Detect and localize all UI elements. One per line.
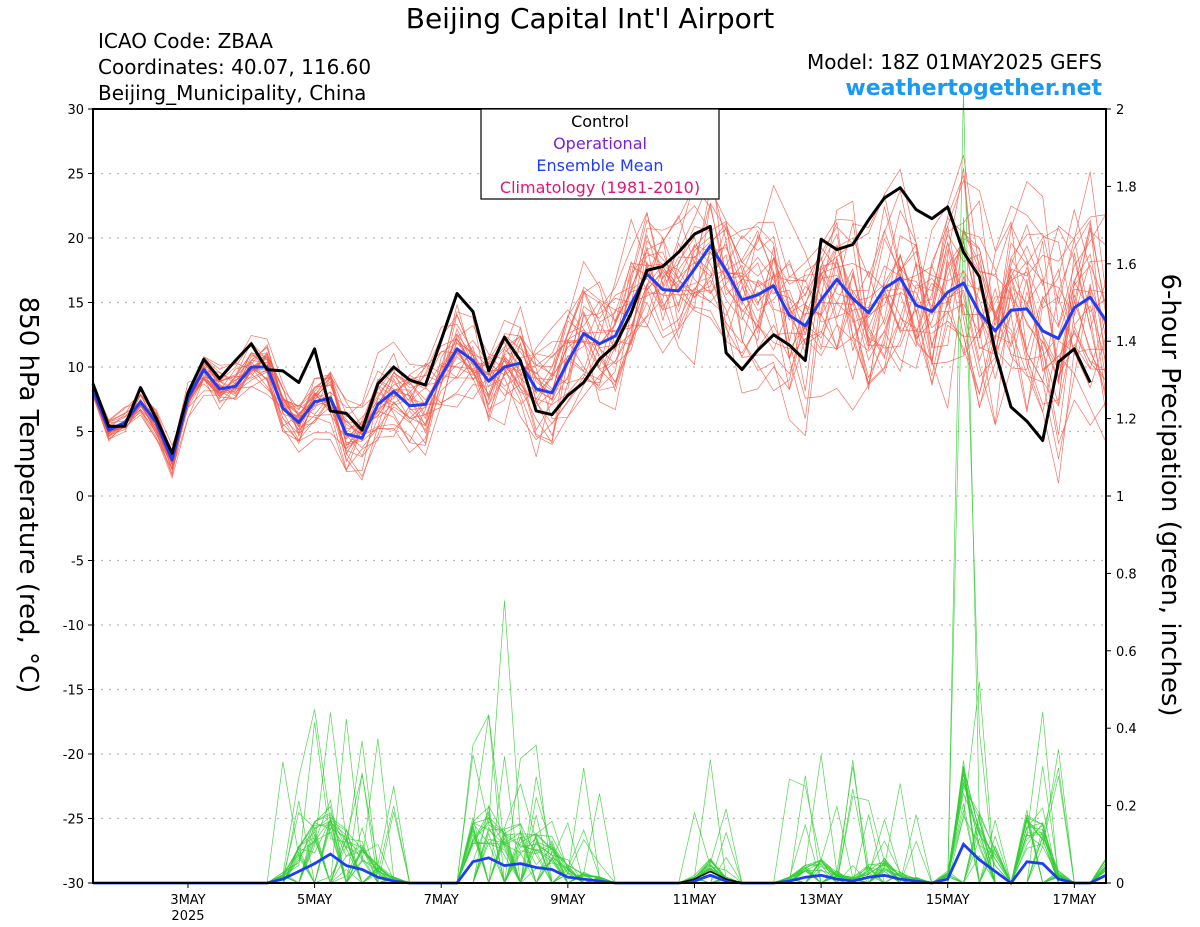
y-tick-label-left: 5 xyxy=(76,426,84,441)
y-tick-label-left: 20 xyxy=(67,232,84,247)
x-tick-label: 13MAY xyxy=(799,893,843,908)
temp-member-line xyxy=(92,155,1107,472)
ensemble-members xyxy=(92,153,1107,484)
control-temp-line xyxy=(91,186,1092,455)
temp-member-line xyxy=(92,209,1107,480)
y-tick-label-right: 0.8 xyxy=(1116,567,1137,582)
temp-member-line xyxy=(92,180,1107,463)
coordinates: Coordinates: 40.07, 116.60 xyxy=(98,55,372,79)
temp-member-line xyxy=(92,175,1107,466)
y-tick-label-right: 1.2 xyxy=(1116,413,1137,428)
y-tick-label-left: 0 xyxy=(76,490,84,505)
legend-climatology: Climatology (1981-2010) xyxy=(500,178,700,197)
grid-layer xyxy=(93,172,1106,820)
legend-control: Control xyxy=(571,112,629,131)
temp-member-line xyxy=(92,153,1107,472)
y-tick-label-right: 0.6 xyxy=(1116,645,1137,660)
legend-box xyxy=(480,108,720,200)
x-tick-label: 11MAY xyxy=(673,893,717,908)
precip-member-line xyxy=(93,817,1107,885)
precip-member-line xyxy=(93,722,1107,884)
y-tick-label-left: -5 xyxy=(71,555,84,570)
axis-layer: 302520151050-5-10-15-20-25-3021.81.61.41… xyxy=(63,103,1137,924)
x-tick-label: 3MAY xyxy=(170,893,205,908)
y-tick-label-left: 10 xyxy=(67,361,84,376)
temp-member-line xyxy=(92,233,1107,460)
region: Beijing_Municipality, China xyxy=(98,81,367,105)
y-tick-label-right: 1.8 xyxy=(1116,180,1137,195)
y-tick-label-right: 1.4 xyxy=(1116,335,1137,350)
y-tick-label-left: 30 xyxy=(67,103,84,118)
model-run: Model: 18Z 01MAY2025 GEFS xyxy=(807,50,1102,74)
temp-member-line xyxy=(92,171,1107,466)
precip-member-line xyxy=(93,718,1107,884)
temp-member-line xyxy=(92,219,1107,464)
site-link[interactable]: weathertogether.net xyxy=(845,76,1102,101)
temp-member-line xyxy=(92,203,1107,465)
x-tick-label: 17MAY xyxy=(1053,893,1097,908)
temp-member-line xyxy=(92,205,1107,447)
legend-ensemble-mean: Ensemble Mean xyxy=(536,156,663,175)
temp-member-line xyxy=(92,243,1107,467)
temp-member-line xyxy=(92,214,1107,469)
y-tick-label-right: 1 xyxy=(1116,490,1124,505)
temp-member-line xyxy=(92,193,1107,475)
y-tick-label-left: -30 xyxy=(63,877,84,892)
x-tick-label: 7MAY xyxy=(424,893,459,908)
y-tick-label-left: 15 xyxy=(67,297,84,312)
legend-operational: Operational xyxy=(553,134,647,153)
temp-member-line xyxy=(92,217,1107,461)
y-tick-label-right: 0.2 xyxy=(1116,800,1137,815)
y-tick-label-left: -25 xyxy=(63,813,84,828)
temp-member-line xyxy=(92,180,1107,481)
y-tick-label-right: 0.4 xyxy=(1116,722,1137,737)
y-tick-label-right: 2 xyxy=(1116,103,1124,118)
x-tick-label: 5MAY xyxy=(297,893,332,908)
y-tick-label-right: 1.6 xyxy=(1116,258,1137,273)
y-tick-label-left: -15 xyxy=(63,684,84,699)
x-tick-label: 15MAY xyxy=(926,893,970,908)
icao-code: ICAO Code: ZBAA xyxy=(98,29,273,53)
x-tick-label: 9MAY xyxy=(550,893,585,908)
y-tick-label-left: 25 xyxy=(67,168,84,183)
chart-title: Beijing Capital Int'l Airport xyxy=(405,2,775,35)
x-tick-sublabel: 2025 xyxy=(171,909,204,924)
legend: Control Operational Ensemble Mean Climatolo… xyxy=(480,108,720,200)
ensemble-mean-temp-line xyxy=(91,244,1108,462)
y-tick-label-left: -10 xyxy=(63,619,84,634)
y-tick-label-left: -20 xyxy=(63,748,84,763)
y-tick-label-right: 0 xyxy=(1116,877,1124,892)
